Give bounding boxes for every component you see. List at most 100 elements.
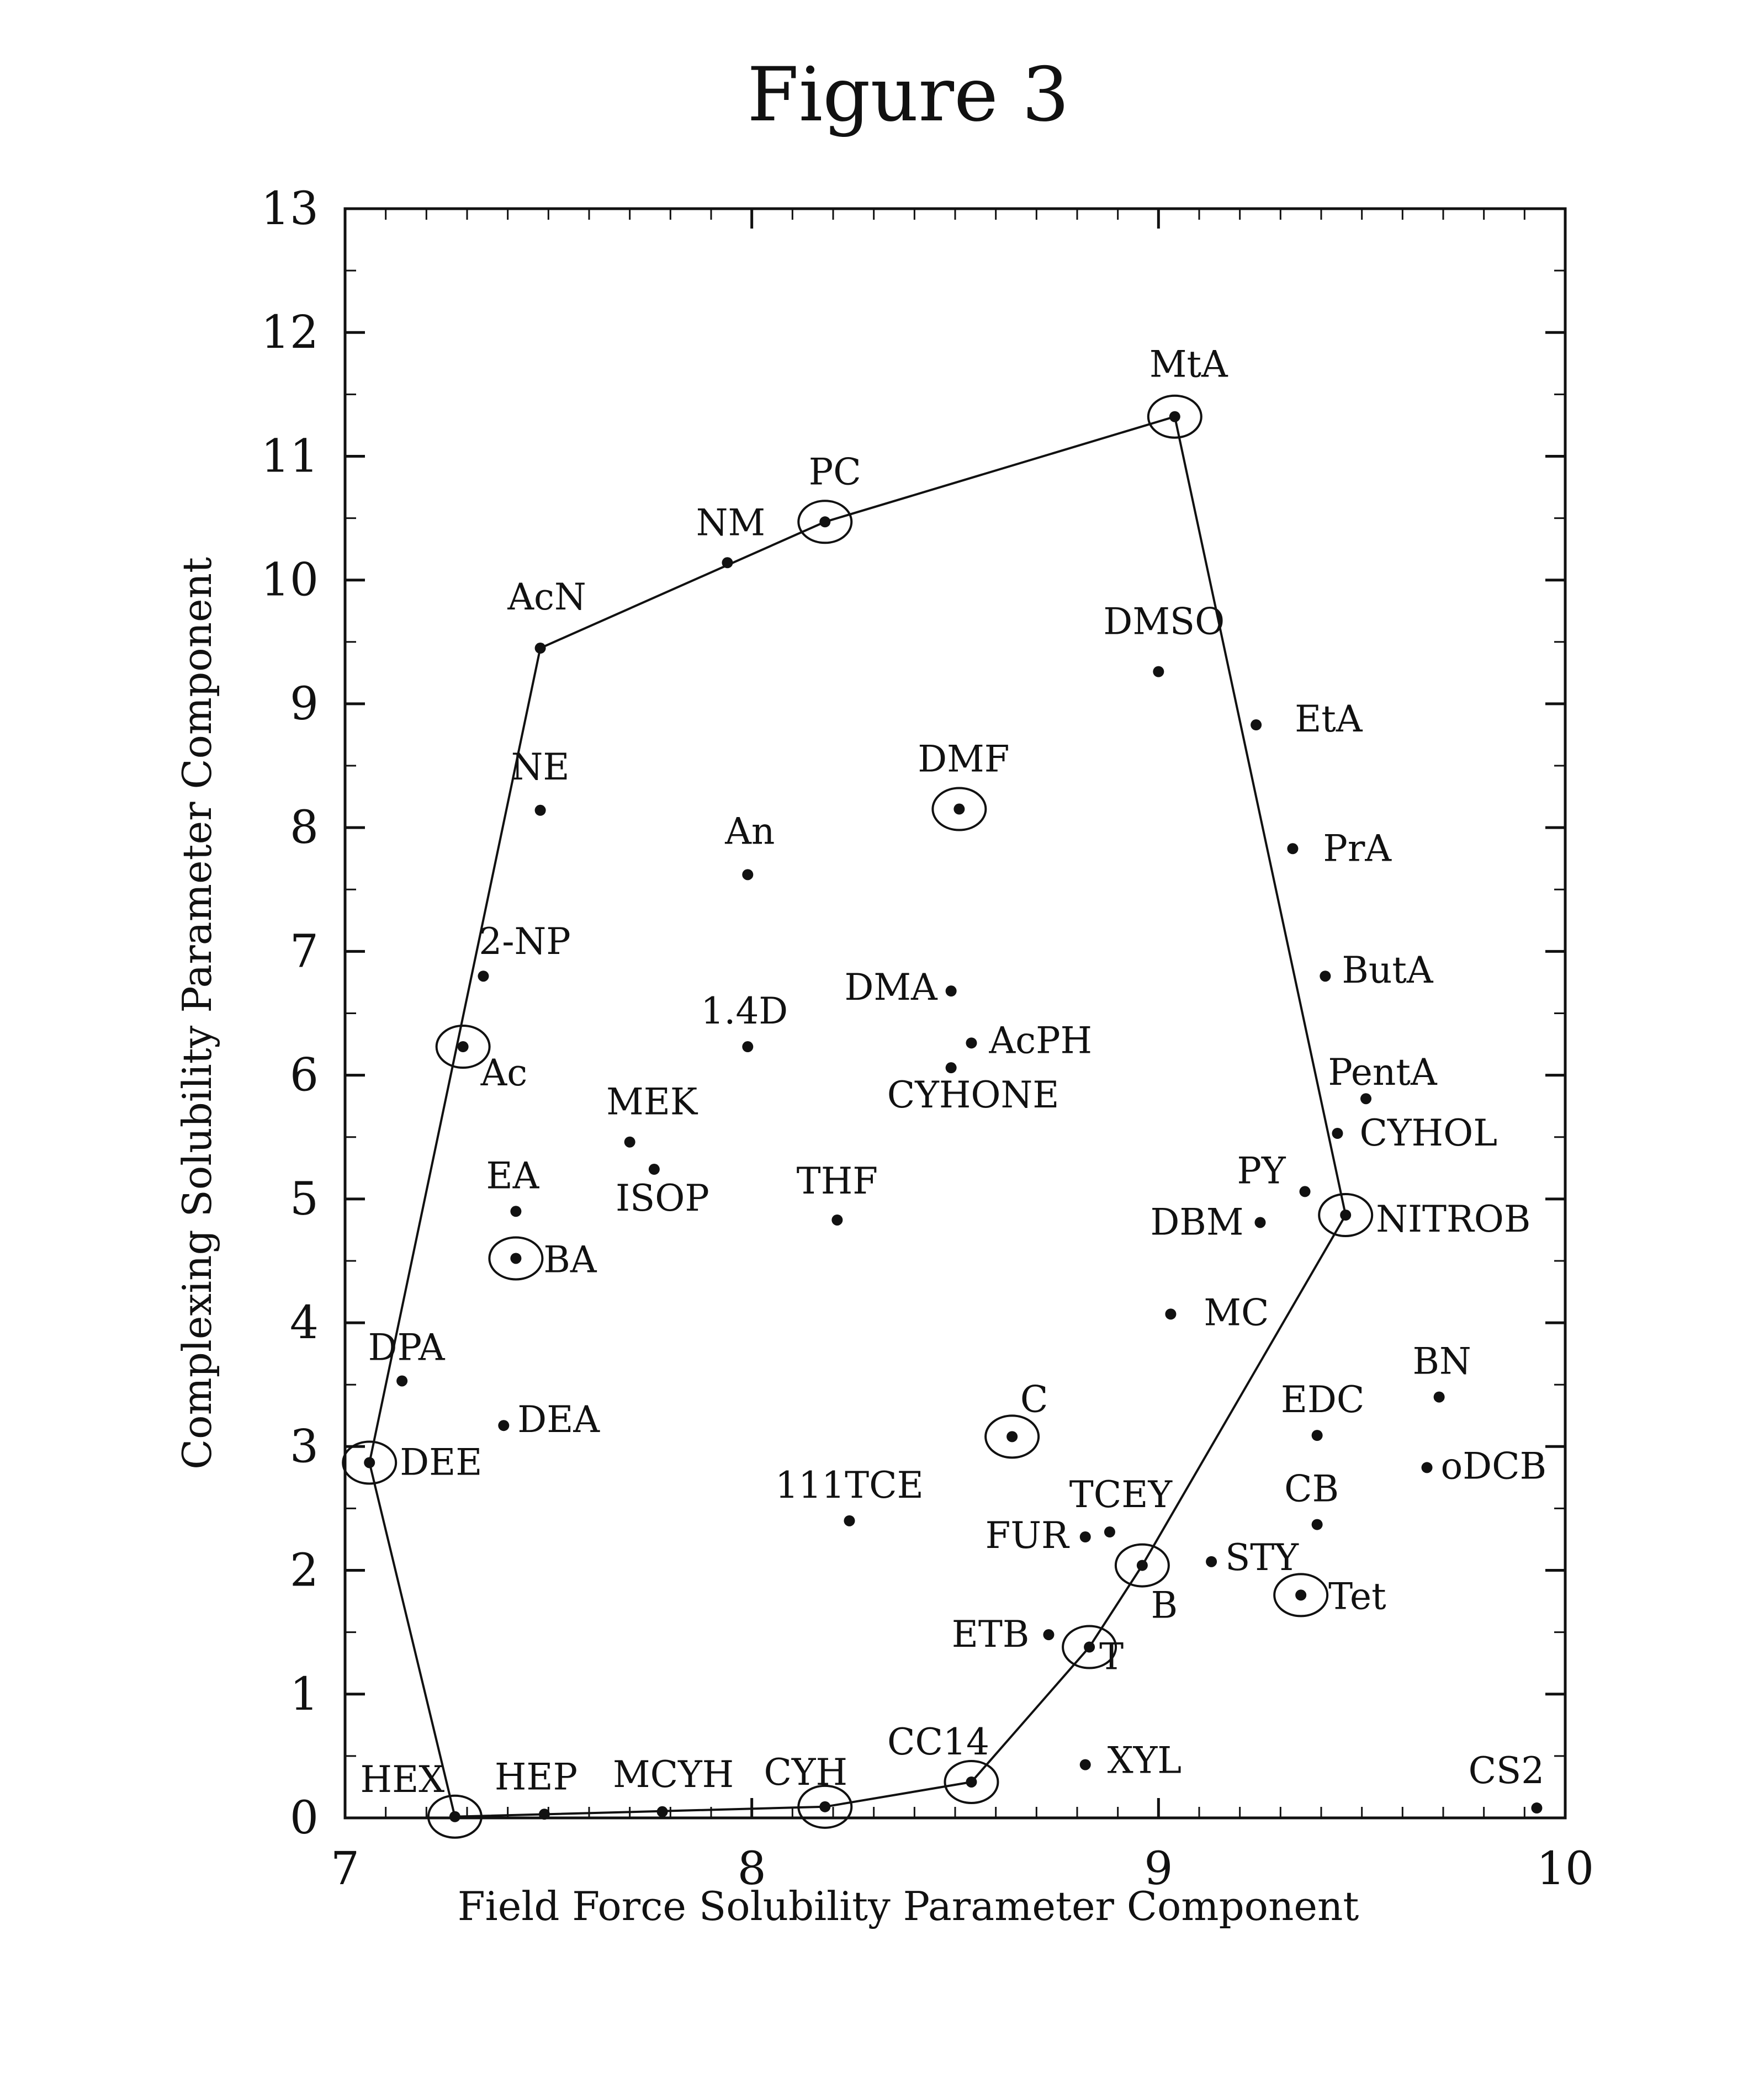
point-an: An xyxy=(724,810,775,880)
point-acn: AcN xyxy=(507,576,586,654)
point-label: DEE xyxy=(400,1441,482,1483)
point-nitrob: NITROB xyxy=(1319,1194,1530,1240)
point-dot xyxy=(742,1041,753,1052)
y-tick-label: 3 xyxy=(290,1420,319,1473)
point-dot xyxy=(535,805,546,816)
point-cyh: CYH xyxy=(764,1751,851,1828)
point-dot xyxy=(1332,1128,1343,1139)
point-dbm: DBM xyxy=(1151,1201,1266,1243)
point-label: T xyxy=(1099,1636,1124,1678)
point-label: An xyxy=(724,810,775,852)
point-1.4d: 1.4D xyxy=(701,990,788,1052)
point-label: Ac xyxy=(480,1052,528,1094)
point-label: NE xyxy=(511,746,570,788)
point-dot xyxy=(1104,1526,1115,1537)
point-dot xyxy=(946,985,957,996)
point-dot xyxy=(1153,666,1164,677)
point-label: DPA xyxy=(368,1326,446,1369)
point-dot xyxy=(1531,1802,1542,1813)
point-label: NITROB xyxy=(1376,1198,1530,1240)
point-label: DMSO xyxy=(1103,601,1225,643)
y-tick-label: 7 xyxy=(290,925,319,978)
point-label: MEK xyxy=(606,1081,698,1123)
y-tick-label: 10 xyxy=(261,554,319,607)
point-dot xyxy=(535,643,546,654)
point-label: PY xyxy=(1237,1149,1286,1192)
point-dot xyxy=(819,516,830,527)
point-dot xyxy=(819,1801,830,1812)
point-c: C xyxy=(986,1378,1048,1457)
point-dot xyxy=(946,1062,957,1073)
point-dot xyxy=(498,1420,509,1431)
point-dot xyxy=(1251,719,1262,730)
y-tick-label: 8 xyxy=(290,802,319,854)
data-points: MtAPCNMAcNDMSOEtADMFNEPrAAn2-NPButADMAAc… xyxy=(343,343,1546,1838)
point-dot xyxy=(1295,1589,1306,1600)
point-label: oDCB xyxy=(1441,1445,1547,1487)
point-dot xyxy=(966,1037,977,1048)
point-label: C xyxy=(1020,1378,1048,1420)
point-dot xyxy=(1169,411,1180,422)
point-hex: HEX xyxy=(361,1758,481,1838)
point-dot xyxy=(742,869,753,880)
point-dot xyxy=(510,1253,521,1264)
point-label: BN xyxy=(1413,1340,1471,1383)
point-label: PrA xyxy=(1323,827,1392,869)
point-t: T xyxy=(1063,1626,1124,1678)
y-tick-label: 9 xyxy=(290,678,319,730)
point-pra: PrA xyxy=(1287,827,1392,869)
point-dot xyxy=(1080,1759,1091,1770)
tick-labels: 78910012345678910111213 xyxy=(261,183,1594,1895)
point-dot xyxy=(1340,1210,1351,1221)
point-label: MCYH xyxy=(613,1753,734,1796)
point-label: NM xyxy=(696,501,765,544)
point-label: ETB xyxy=(952,1613,1030,1656)
point-dot xyxy=(831,1215,843,1226)
point-label: CYHOL xyxy=(1359,1112,1497,1154)
point-label: HEX xyxy=(361,1758,445,1801)
point-cyhone: CYHONE xyxy=(887,1062,1059,1116)
point-dot xyxy=(1206,1556,1217,1567)
point-dot xyxy=(966,1776,977,1788)
point-thf: THF xyxy=(797,1160,878,1226)
y-tick-label: 0 xyxy=(290,1792,319,1844)
point-cyhol: CYHOL xyxy=(1332,1112,1497,1154)
point-ba: BA xyxy=(489,1237,597,1281)
point-acph: AcPH xyxy=(966,1019,1092,1062)
y-axis-label: Complexing Solubility Parameter Componen… xyxy=(174,557,220,1470)
x-tick-label: 7 xyxy=(331,1843,359,1895)
point-label: ISOP xyxy=(616,1177,709,1219)
point-sty: STY xyxy=(1206,1536,1299,1579)
point-dot xyxy=(364,1457,375,1468)
point-label: EA xyxy=(486,1154,539,1197)
point-label: PentA xyxy=(1328,1051,1438,1094)
point-mc: MC xyxy=(1165,1291,1269,1334)
point-ne: NE xyxy=(511,746,570,816)
point-dot xyxy=(1006,1431,1018,1442)
point-label: 1.4D xyxy=(701,990,788,1032)
point-dot xyxy=(458,1041,469,1052)
point-tet: Tet xyxy=(1274,1574,1386,1618)
point-etb: ETB xyxy=(952,1613,1055,1656)
point-dmf: DMF xyxy=(918,738,1009,830)
point-penta: PentA xyxy=(1328,1051,1438,1104)
point-label: XYL xyxy=(1108,1740,1182,1782)
y-tick-label: 5 xyxy=(290,1173,319,1226)
point-py: PY xyxy=(1237,1149,1311,1197)
point-label: AcPH xyxy=(988,1019,1092,1062)
point-fur: FUR xyxy=(986,1514,1091,1557)
point-dot xyxy=(478,971,489,982)
point-label: DMF xyxy=(918,738,1009,781)
point-label: Tet xyxy=(1328,1575,1386,1618)
point-label: MC xyxy=(1204,1291,1269,1334)
point-label: B xyxy=(1151,1584,1178,1627)
point-dot xyxy=(1312,1430,1323,1441)
point-label: FUR xyxy=(986,1514,1070,1557)
point-dot xyxy=(1434,1392,1445,1403)
point-label: MtA xyxy=(1149,343,1228,386)
point-label: CC14 xyxy=(887,1721,989,1763)
y-tick-label: 1 xyxy=(290,1668,319,1721)
point-cs2: CS2 xyxy=(1469,1749,1545,1813)
point-dot xyxy=(1360,1093,1371,1104)
point-tcey: TCEY xyxy=(1069,1473,1173,1537)
